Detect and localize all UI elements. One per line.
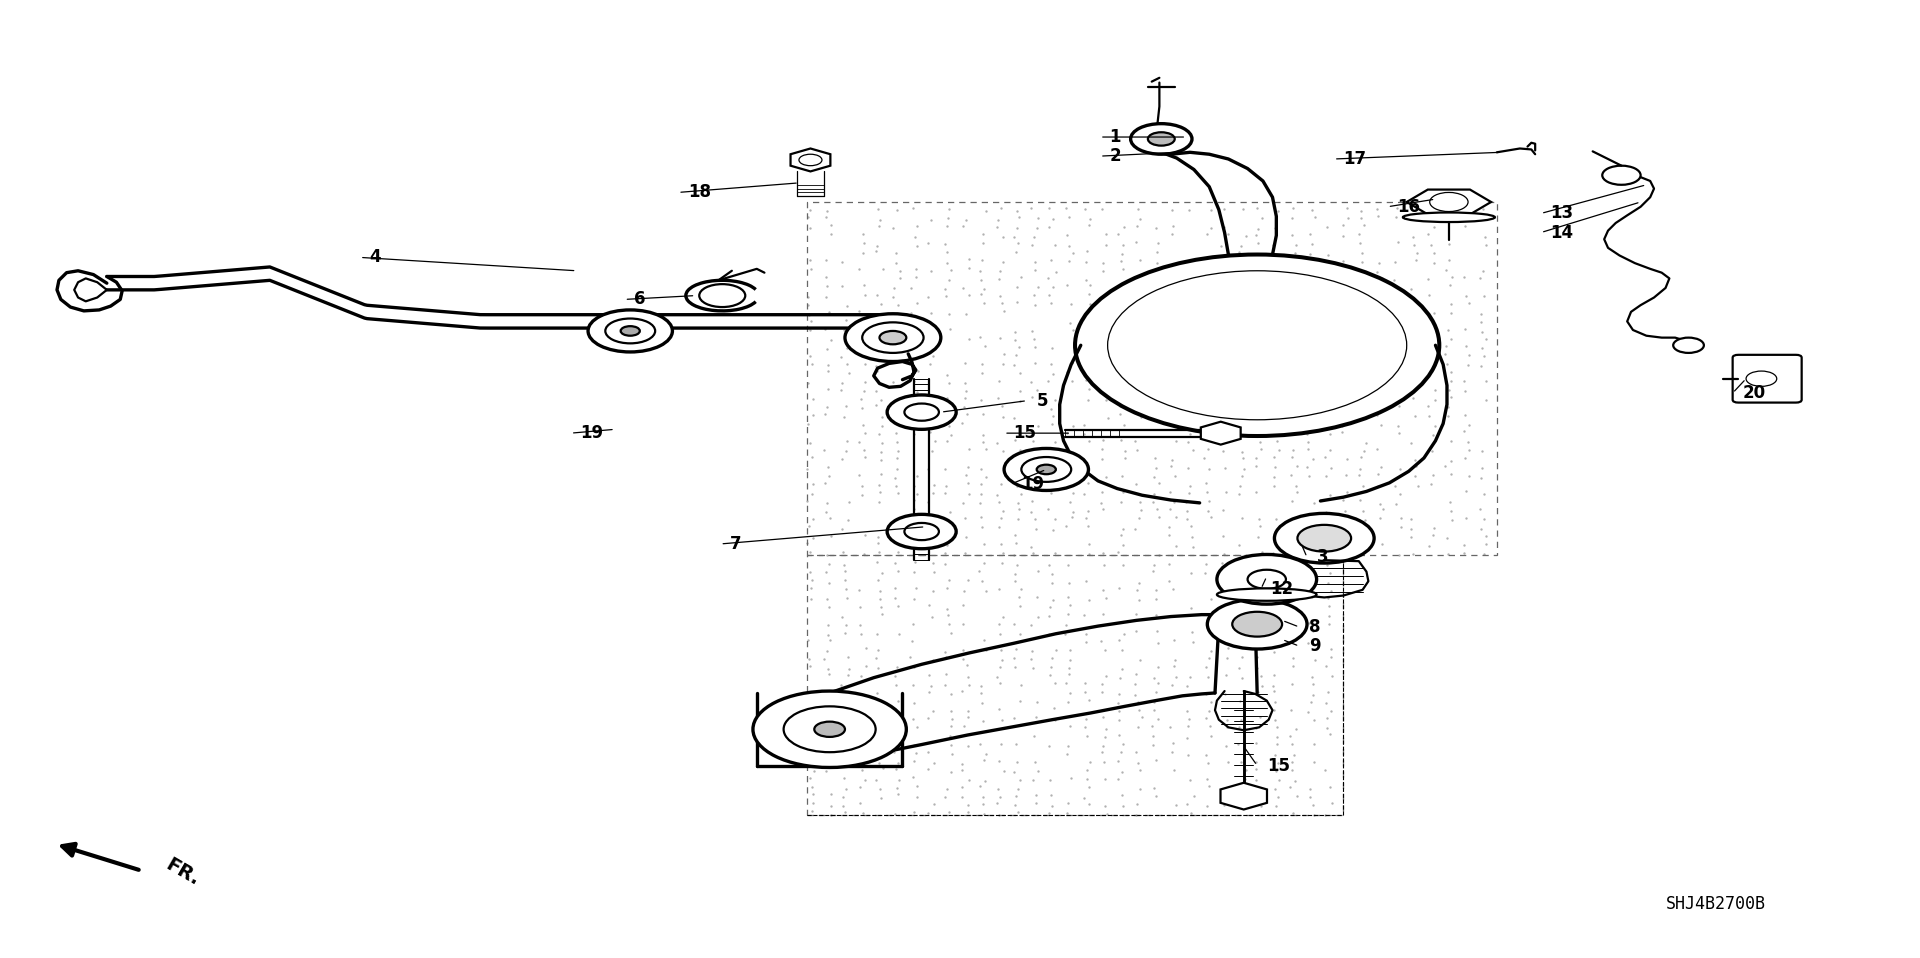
Circle shape (862, 322, 924, 353)
Circle shape (799, 154, 822, 166)
Text: 15: 15 (1267, 757, 1290, 775)
Bar (806, 202, 1498, 556)
Text: 2: 2 (1110, 148, 1121, 165)
Text: 5: 5 (1037, 392, 1048, 410)
Text: 15: 15 (1014, 424, 1037, 443)
Circle shape (1217, 555, 1317, 604)
Text: 3: 3 (1317, 548, 1329, 566)
Text: 1: 1 (1110, 128, 1121, 146)
Circle shape (588, 310, 672, 352)
Circle shape (879, 331, 906, 344)
Circle shape (887, 514, 956, 549)
Circle shape (1745, 371, 1776, 386)
FancyBboxPatch shape (1732, 354, 1801, 402)
Circle shape (904, 523, 939, 540)
Text: 6: 6 (634, 290, 645, 308)
Circle shape (1004, 448, 1089, 490)
Text: 19: 19 (1021, 475, 1044, 492)
Polygon shape (791, 148, 829, 171)
Circle shape (1603, 166, 1640, 185)
Circle shape (904, 403, 939, 421)
Text: 9: 9 (1309, 637, 1321, 655)
Text: 8: 8 (1309, 618, 1321, 636)
Circle shape (1021, 457, 1071, 482)
Circle shape (1430, 193, 1469, 212)
Text: SHJ4B2700B: SHJ4B2700B (1665, 895, 1766, 913)
Circle shape (1208, 600, 1308, 649)
Text: 12: 12 (1271, 580, 1294, 598)
Circle shape (1075, 255, 1440, 436)
Circle shape (620, 326, 639, 335)
Circle shape (845, 314, 941, 361)
Ellipse shape (1404, 213, 1496, 222)
Circle shape (605, 318, 655, 343)
Circle shape (1131, 124, 1192, 154)
Circle shape (783, 706, 876, 752)
Circle shape (1037, 465, 1056, 474)
Text: 19: 19 (580, 424, 603, 443)
Text: 13: 13 (1551, 204, 1574, 222)
Text: 17: 17 (1344, 150, 1367, 168)
Circle shape (1298, 525, 1352, 552)
Circle shape (887, 395, 956, 429)
Polygon shape (1221, 783, 1267, 810)
Circle shape (1248, 570, 1286, 589)
Polygon shape (1200, 422, 1240, 445)
Circle shape (1672, 337, 1703, 353)
Circle shape (699, 285, 745, 308)
Circle shape (1108, 271, 1407, 420)
Circle shape (814, 721, 845, 737)
Circle shape (753, 691, 906, 767)
Circle shape (1148, 132, 1175, 146)
Text: FR.: FR. (163, 855, 204, 890)
Text: 20: 20 (1741, 384, 1764, 402)
Text: 18: 18 (687, 183, 710, 201)
Polygon shape (1407, 190, 1492, 215)
Circle shape (1275, 513, 1375, 563)
Circle shape (1233, 612, 1283, 637)
Bar (806, 556, 1344, 815)
Text: 7: 7 (730, 535, 741, 553)
Text: 14: 14 (1551, 223, 1574, 241)
Text: 4: 4 (369, 248, 382, 266)
Ellipse shape (1217, 588, 1317, 601)
Text: 16: 16 (1398, 197, 1421, 216)
